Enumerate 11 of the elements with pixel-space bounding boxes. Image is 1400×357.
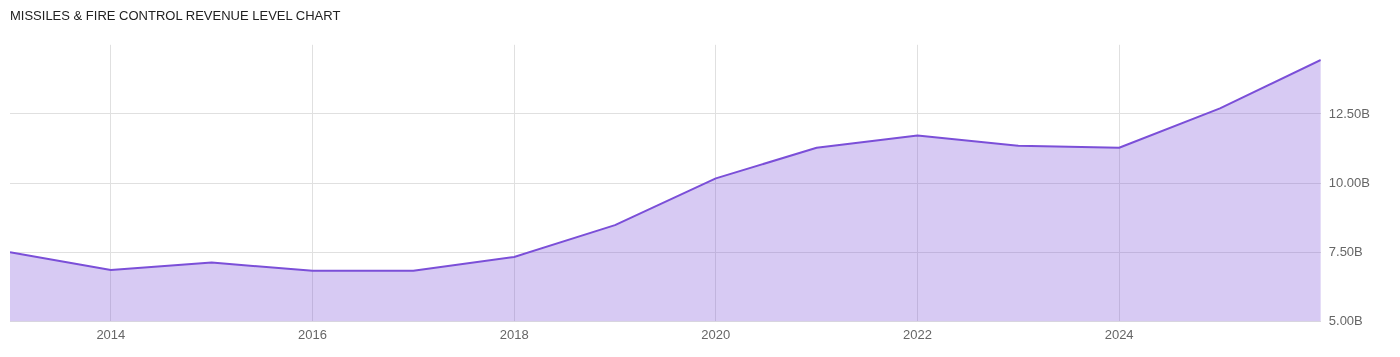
x-tick-label: 2022 <box>903 326 932 342</box>
x-tick-label: 2024 <box>1104 326 1134 342</box>
x-tick-label: 2020 <box>701 326 731 342</box>
x-tick-label: 2016 <box>298 326 327 342</box>
y-tick-label: 12.50B <box>1328 105 1370 121</box>
chart-title: MISSILES & FIRE CONTROL REVENUE LEVEL CHART <box>10 8 342 23</box>
x-tick-label: 2014 <box>96 326 126 342</box>
y-tick-label: 5.00B <box>1328 312 1363 328</box>
x-tick-label: 2018 <box>499 326 529 342</box>
y-tick-label: 7.50B <box>1328 243 1363 259</box>
y-tick-label: 10.00B <box>1328 174 1370 190</box>
